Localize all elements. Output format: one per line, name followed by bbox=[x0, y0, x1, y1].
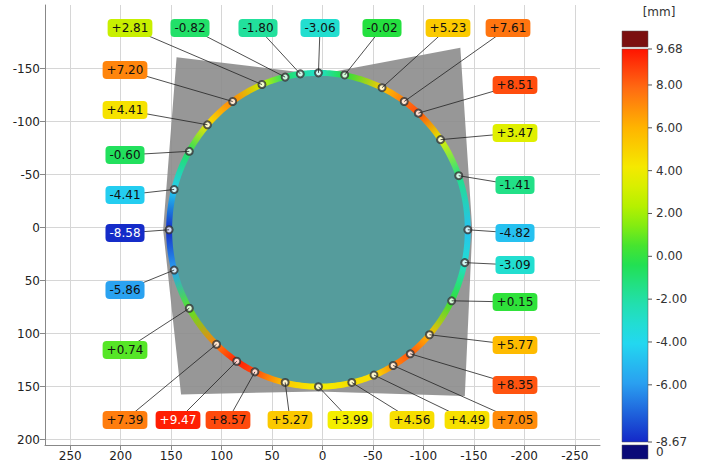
svg-text:50: 50 bbox=[25, 274, 40, 288]
svg-text:-4.82: -4.82 bbox=[499, 226, 530, 240]
svg-text:+0.74: +0.74 bbox=[107, 343, 144, 357]
svg-text:-3.06: -3.06 bbox=[304, 21, 335, 35]
svg-text:-150: -150 bbox=[13, 62, 40, 76]
svg-text:-250: -250 bbox=[561, 449, 588, 463]
svg-text:-0.82: -0.82 bbox=[174, 21, 205, 35]
svg-text:+8.57: +8.57 bbox=[210, 413, 247, 427]
svg-text:+3.47: +3.47 bbox=[497, 126, 534, 140]
svg-text:-8.58: -8.58 bbox=[109, 226, 140, 240]
svg-text:150: 150 bbox=[17, 380, 40, 394]
svg-text:0: 0 bbox=[32, 221, 40, 235]
svg-text:250: 250 bbox=[59, 449, 82, 463]
svg-text:50: 50 bbox=[264, 449, 279, 463]
svg-text:-3.09: -3.09 bbox=[499, 258, 530, 272]
svg-text:+8.51: +8.51 bbox=[497, 78, 534, 92]
svg-text:-4.41: -4.41 bbox=[109, 188, 140, 202]
svg-text:+3.99: +3.99 bbox=[332, 413, 369, 427]
svg-text:+0.15: +0.15 bbox=[497, 295, 534, 309]
svg-text:-100: -100 bbox=[13, 115, 40, 129]
svg-text:2.00: 2.00 bbox=[656, 206, 683, 220]
svg-text:-8.67: -8.67 bbox=[656, 435, 688, 449]
svg-text:-2.00: -2.00 bbox=[656, 292, 687, 306]
svg-text:9.68: 9.68 bbox=[656, 42, 683, 56]
svg-text:+4.49: +4.49 bbox=[449, 413, 486, 427]
svg-text:200: 200 bbox=[17, 433, 40, 447]
svg-text:+7.20: +7.20 bbox=[107, 63, 144, 77]
svg-text:+7.39: +7.39 bbox=[107, 413, 144, 427]
svg-text:+4.41: +4.41 bbox=[107, 103, 144, 117]
svg-text:-50: -50 bbox=[20, 168, 40, 182]
svg-text:+5.23: +5.23 bbox=[430, 21, 467, 35]
svg-text:+4.56: +4.56 bbox=[394, 413, 431, 427]
svg-text:-50: -50 bbox=[363, 449, 383, 463]
svg-text:-5.86: -5.86 bbox=[109, 283, 140, 297]
svg-text:150: 150 bbox=[160, 449, 183, 463]
svg-text:+7.05: +7.05 bbox=[497, 413, 534, 427]
svg-text:-0.02: -0.02 bbox=[366, 21, 397, 35]
svg-text:8.00: 8.00 bbox=[656, 78, 683, 92]
svg-text:200: 200 bbox=[109, 449, 132, 463]
svg-text:-200: -200 bbox=[511, 449, 538, 463]
svg-text:+9.47: +9.47 bbox=[160, 413, 197, 427]
svg-text:6.00: 6.00 bbox=[656, 121, 683, 135]
svg-text:-150: -150 bbox=[460, 449, 487, 463]
svg-text:0: 0 bbox=[319, 449, 327, 463]
svg-text:+5.77: +5.77 bbox=[497, 338, 534, 352]
svg-text:-4.00: -4.00 bbox=[656, 335, 687, 349]
svg-text:-0.60: -0.60 bbox=[109, 148, 140, 162]
svg-text:[mm]: [mm] bbox=[643, 5, 676, 19]
svg-text:+7.61: +7.61 bbox=[490, 21, 527, 35]
svg-text:100: 100 bbox=[210, 449, 233, 463]
svg-text:4.00: 4.00 bbox=[656, 164, 683, 178]
svg-text:-6.00: -6.00 bbox=[656, 378, 687, 392]
svg-text:+5.27: +5.27 bbox=[272, 413, 309, 427]
svg-text:-1.41: -1.41 bbox=[499, 178, 530, 192]
svg-text:+8.35: +8.35 bbox=[497, 378, 534, 392]
svg-text:-100: -100 bbox=[410, 449, 437, 463]
svg-text:100: 100 bbox=[17, 327, 40, 341]
svg-text:0.00: 0.00 bbox=[656, 249, 683, 263]
svg-text:-1.80: -1.80 bbox=[242, 21, 273, 35]
svg-text:+2.81: +2.81 bbox=[112, 21, 149, 35]
svg-text:0: 0 bbox=[656, 445, 664, 459]
